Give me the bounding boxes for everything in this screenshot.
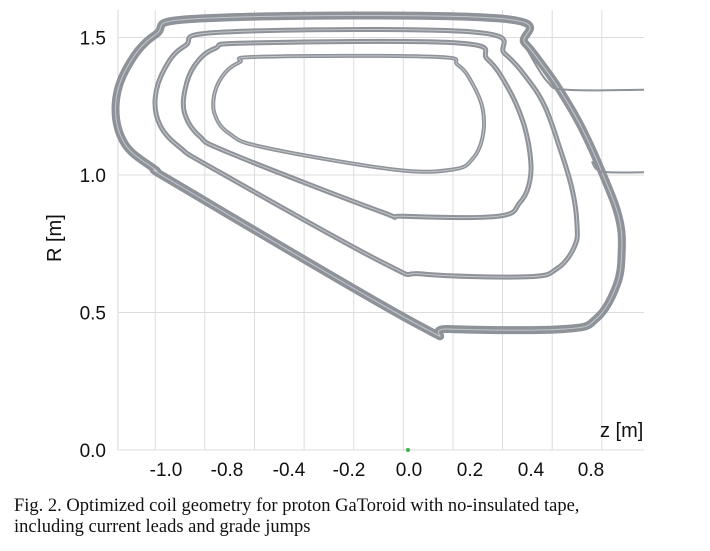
x-tick-label: 0.0 [396, 460, 422, 480]
coil-traces [111, 11, 645, 341]
coil-winding-highlight [182, 40, 532, 219]
grid-lines [117, 10, 644, 451]
y-tick-label: 0.5 [80, 304, 106, 325]
coil-winding-2 [152, 27, 580, 280]
x-tick-labels: -1.0 -0.8 -0.4 -0.2 0.0 0.2 0.4 0.8 [150, 460, 605, 480]
figure-caption: Fig. 2. Optimized coil geometry for prot… [14, 496, 704, 538]
y-tick-labels: 1.5 1.0 0.5 0.0 [80, 29, 106, 463]
current-lead-1 [524, 45, 645, 92]
coil-winding-highlight [114, 14, 623, 337]
x-tick-label: -1.0 [150, 460, 183, 480]
x-axis-label: z [m] [600, 420, 643, 442]
x-tick-label: -0.2 [333, 460, 366, 480]
x-tick-label: 0.4 [518, 460, 545, 480]
coil-winding-highlight [212, 55, 485, 173]
coil-winding-highlight [154, 29, 578, 278]
current-lead-2 [591, 160, 645, 174]
y-tick-label: 0.0 [80, 441, 106, 462]
y-tick-label: 1.0 [80, 166, 106, 187]
coil-winding-4 [211, 53, 487, 174]
caption-line-1: Fig. 2. Optimized coil geometry for prot… [14, 496, 580, 516]
x-tick-label: -0.8 [211, 460, 244, 480]
y-tick-label: 1.5 [80, 29, 106, 50]
x-tick-label: -0.4 [273, 460, 306, 480]
coil-geometry-plot: -1.0 -0.8 -0.4 -0.2 0.0 0.2 0.4 0.8 1.5 1.0 0.5 0.… [44, 10, 645, 480]
caption-line-2: including current leads and grade jumps [14, 517, 311, 537]
coil-winding-1 [111, 11, 626, 341]
x-tick-label: 0.2 [457, 460, 483, 480]
origin-marker [406, 448, 410, 452]
x-tick-label: 0.8 [578, 460, 604, 480]
coil-winding-3 [180, 38, 534, 221]
y-axis-label: R [m] [44, 214, 66, 262]
